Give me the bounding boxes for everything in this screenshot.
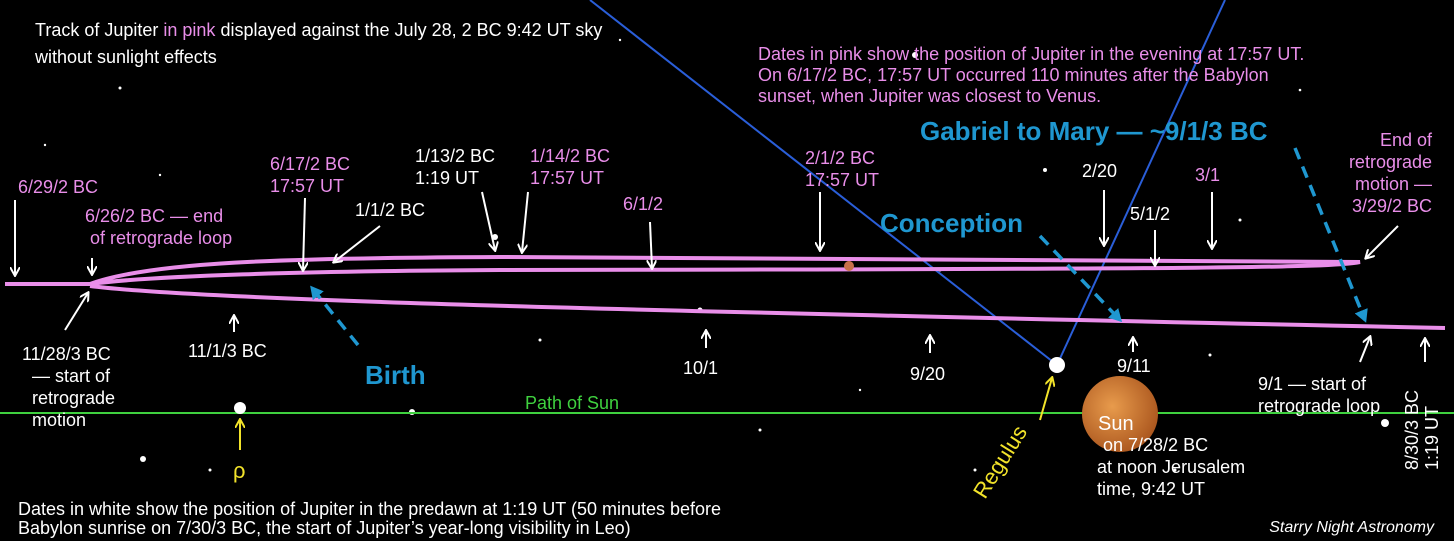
sun-path-label: Path of Sun <box>525 393 619 413</box>
date-label: 11/28/3 BC <box>22 344 111 364</box>
pink-note: Dates in pink show the position of Jupit… <box>758 44 1304 106</box>
event: Conception <box>880 208 1023 238</box>
credit: Starry Night Astronomy <box>1269 519 1435 536</box>
date-label: 6/26/2 BC — end <box>85 206 223 226</box>
date-label: End of <box>1380 130 1433 150</box>
date-label: 5/1/2 <box>1130 204 1170 224</box>
blue-line <box>589 0 1058 366</box>
date-label: 1/14/2 BC <box>530 146 610 166</box>
date-label: 17:57 UT <box>530 168 604 188</box>
date-label: 1/1/2 BC <box>355 200 425 220</box>
sun-label: at noon Jerusalem <box>1097 457 1245 477</box>
date-label: of retrograde loop <box>90 228 232 248</box>
rho <box>234 402 246 414</box>
arrow <box>310 285 360 347</box>
date-label: 17:57 UT <box>805 170 879 190</box>
date-label: retrograde loop <box>1258 396 1380 416</box>
date-label: motion <box>32 410 86 430</box>
date-label: retrograde <box>32 388 115 408</box>
note-line: On 6/17/2 BC, 17:57 UT occurred 110 minu… <box>758 65 1269 85</box>
date-label: 6/29/2 BC <box>18 177 98 197</box>
date-label: 1:19 UT <box>1422 406 1442 470</box>
date-label: 11/1/3 BC <box>188 341 267 361</box>
sun <box>1082 376 1158 452</box>
sun-label: on 7/28/2 BC <box>1103 435 1208 455</box>
title: without sunlight effects <box>34 47 217 67</box>
date-label: 6/1/2 <box>623 194 663 214</box>
jupiter-track <box>5 254 1446 330</box>
title: Track of Jupiter in pink displayed again… <box>35 20 602 40</box>
date-label: 8/30/3 BC <box>1402 390 1422 470</box>
event: Birth <box>365 360 426 390</box>
event: Gabriel to Mary — ~9/1/3 BC <box>920 116 1268 146</box>
date-label: — start of <box>32 366 111 386</box>
sun-label: Sun <box>1098 413 1134 435</box>
planet <box>844 261 854 271</box>
note-line: sunset, when Jupiter was closest to Venu… <box>758 86 1101 106</box>
regulus <box>1049 357 1065 373</box>
date-label: 2/20 <box>1082 161 1117 181</box>
arrow <box>1293 147 1368 323</box>
date-label: 2/1/2 BC <box>805 148 875 168</box>
arrows <box>15 190 1425 450</box>
note-line: Dates in pink show the position of Jupit… <box>758 44 1304 64</box>
footer: Dates in white show the position of Jupi… <box>18 499 721 519</box>
date-label: motion — <box>1355 174 1432 194</box>
date-label: 17:57 UT <box>270 176 344 196</box>
footer: Babylon sunrise on 7/30/3 BC, the start … <box>18 518 631 538</box>
date-label: 3/1 <box>1195 165 1220 185</box>
date-label: 9/20 <box>910 364 945 384</box>
blue-line <box>1056 0 1226 366</box>
date-label: 9/1 — start of <box>1258 374 1367 394</box>
date-label: retrograde <box>1349 152 1432 172</box>
star-label: ρ <box>233 458 246 483</box>
date-label: 1:19 UT <box>415 168 479 188</box>
date-label: 6/17/2 BC <box>270 154 350 174</box>
date-label: 10/1 <box>683 358 718 378</box>
sun-label: time, 9:42 UT <box>1097 479 1205 499</box>
date-label: 3/29/2 BC <box>1352 196 1432 216</box>
date-label: 1/13/2 BC <box>415 146 495 166</box>
date-label: 9/11 <box>1117 356 1151 376</box>
